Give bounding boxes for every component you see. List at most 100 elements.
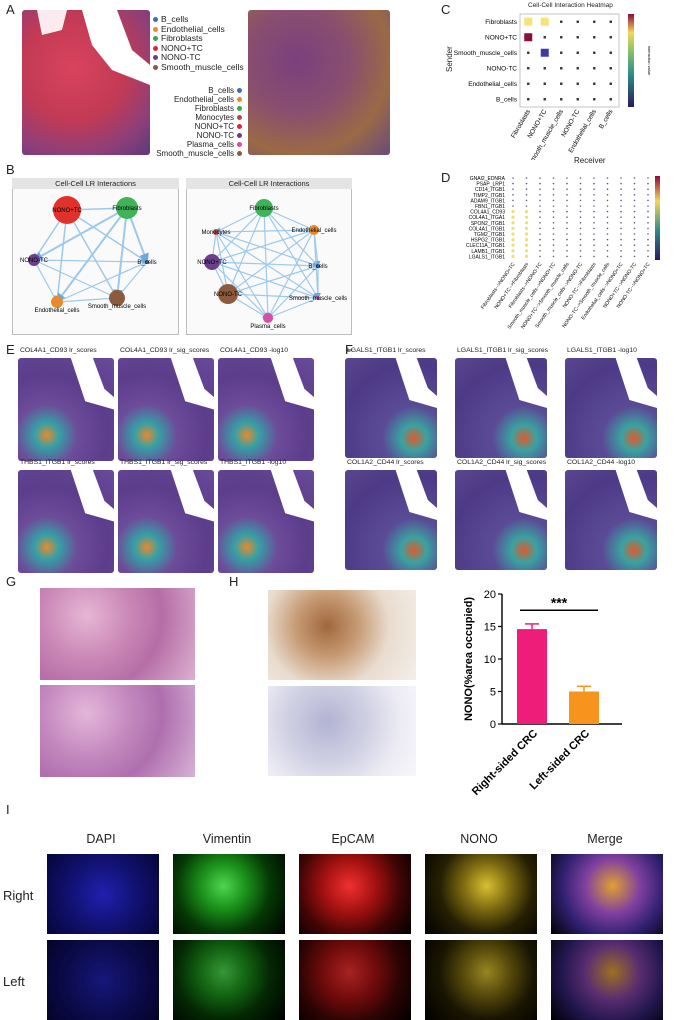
bar <box>569 691 599 724</box>
dotplot-dot <box>647 222 649 224</box>
dotplot-dot <box>539 233 541 235</box>
network-edge <box>227 265 319 296</box>
legend-label: Endothelial_cells <box>173 95 234 104</box>
dotplot-dot <box>647 210 649 213</box>
dotplot-dot <box>620 238 622 241</box>
dotplot-dot <box>552 194 555 196</box>
heatmap-colorbar <box>628 14 634 107</box>
heatmap-cell <box>560 82 563 85</box>
spatial-score-map <box>18 470 114 573</box>
legend-label: Plasma_cells <box>186 140 234 149</box>
network-edge <box>215 231 319 268</box>
dotplot-dot <box>593 244 595 246</box>
dotplot-dot <box>620 188 622 190</box>
network-graph-2: Fibroblasts Monocytes Endothelial_cells NON… <box>197 199 347 330</box>
dotplot-dot <box>606 255 609 258</box>
heatmap-cell <box>527 82 530 85</box>
row-label: Left <box>3 974 25 989</box>
heatmap-cell <box>543 98 546 101</box>
dotplot-dot <box>593 255 595 258</box>
tissue-gap <box>395 470 437 520</box>
network-edge <box>227 293 319 301</box>
dotplot-dot <box>566 216 568 218</box>
if-image <box>551 854 663 934</box>
legend-label: Fibroblasts <box>161 33 203 43</box>
dotplot-dot <box>566 222 568 224</box>
heatmap-cell <box>527 67 530 70</box>
channel-label: DAPI <box>86 832 116 846</box>
network-edge <box>211 261 319 269</box>
dotplot-dot <box>633 194 636 196</box>
dotplot-dot <box>539 210 541 213</box>
spatial-plot-title: COL1A2_CD44 lr_scores <box>347 459 424 466</box>
dotplot-dot <box>552 255 555 258</box>
spatial-plot-title: COL1A2_CD44 lr_sig_scores <box>457 459 547 466</box>
heatmap-cell <box>527 51 530 54</box>
dotplot-dot <box>606 238 609 241</box>
network-edge <box>211 229 315 264</box>
legend-item: B_cells <box>150 86 242 95</box>
dotplot-dot <box>633 238 636 241</box>
network-node <box>204 254 220 270</box>
dotplot-dot <box>579 244 582 246</box>
dotplot-dot <box>620 255 622 258</box>
legend-swatch <box>153 26 158 32</box>
y-tick-label: 10 <box>484 654 496 666</box>
legend-swatch <box>237 115 242 121</box>
spatial-plot-title: LGALS1_ITGB1 lr_sig_scores <box>457 347 549 354</box>
dotplot-dot <box>512 194 514 196</box>
dotplot-dot <box>539 188 541 190</box>
legend-label: B_cells <box>161 14 189 24</box>
dotplot-dot <box>593 188 595 190</box>
heatmap-cell <box>543 82 546 85</box>
dotplot-dot <box>593 182 595 185</box>
dotplot-dot <box>606 205 609 207</box>
dotplot-dot <box>647 244 649 246</box>
if-image <box>299 940 411 1020</box>
dotplot-dot <box>593 205 595 207</box>
row-label: Right <box>3 888 34 903</box>
dotplot-dot <box>552 238 555 241</box>
dotplot-dot <box>633 250 636 252</box>
y-tick-label: 15 <box>484 622 496 634</box>
dotplot-dot <box>579 233 582 235</box>
network-edge <box>215 231 230 295</box>
tissue-gap <box>270 470 314 522</box>
dotplot-dot <box>566 238 568 241</box>
dotplot-dot <box>552 216 555 218</box>
legend-swatch <box>153 64 158 70</box>
ihc-image-left <box>268 686 416 776</box>
dotplot-row-label: ADAM9_ITGB1 <box>471 198 506 204</box>
dotplot-dot <box>620 182 622 185</box>
dotplot-dot <box>593 177 595 179</box>
dotplot-dot <box>512 177 514 179</box>
dotplot-dot <box>539 222 541 224</box>
spatial-score-map <box>345 358 437 458</box>
dotplot-dot <box>552 244 555 246</box>
channel-label: Merge <box>587 832 623 846</box>
spatial-score-map <box>118 470 214 573</box>
dotplot-dot <box>511 249 515 253</box>
dotplot-dot <box>524 215 529 219</box>
panel-label-b: B <box>6 162 15 177</box>
spatial-score-map <box>455 358 547 458</box>
dotplot-dot <box>552 227 555 230</box>
dotplot-dot <box>647 182 649 185</box>
dotplot-dot <box>566 244 568 246</box>
legend-swatch <box>153 17 158 23</box>
dotplot-dot <box>552 233 555 235</box>
heatmap-cell <box>593 51 596 54</box>
heatmap-cell <box>560 51 563 54</box>
dotplot-dot <box>539 194 541 196</box>
lr-dot-plot: GNAI2_EDNRAPSAP_LRP1CD14_ITGB1TIMP2_ITGB… <box>466 176 660 330</box>
heatmap-cell <box>609 82 612 85</box>
dotplot-dot <box>524 232 529 236</box>
dotplot-dot <box>539 199 541 202</box>
network-node-label: Fibroblasts <box>249 206 278 212</box>
heatmap-cell <box>543 36 546 39</box>
heatmap-cell <box>560 36 563 39</box>
heatmap-cell <box>524 17 533 26</box>
legend-item: NONO-TC <box>150 131 242 140</box>
dotplot-dot <box>593 199 595 202</box>
dotplot-dot <box>579 205 582 207</box>
